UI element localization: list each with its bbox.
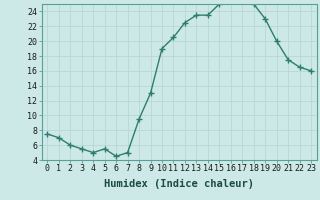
X-axis label: Humidex (Indice chaleur): Humidex (Indice chaleur) bbox=[104, 179, 254, 189]
